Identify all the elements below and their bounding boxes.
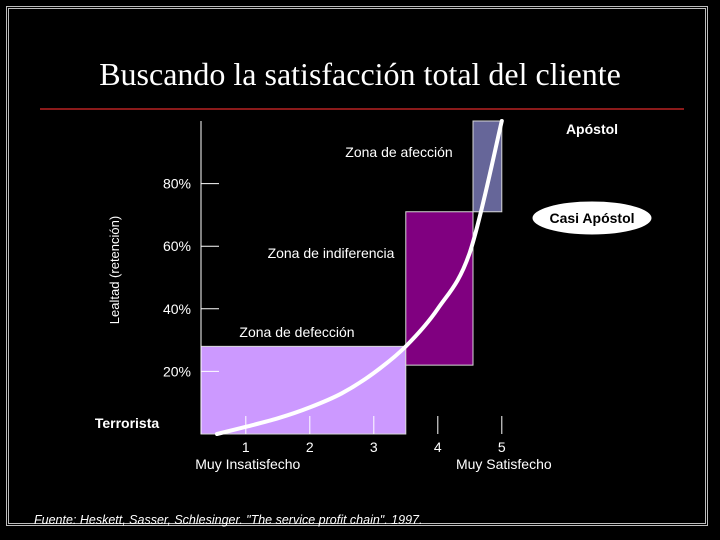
slide-frame [6, 6, 708, 526]
x-tick-label: 5 [498, 439, 506, 455]
y-tick-label: 20% [163, 363, 191, 379]
zone-defeccion [200, 345, 407, 435]
x-tick-sublabel: Muy Insatisfecho [195, 456, 300, 472]
casi-apostol-oval [531, 200, 653, 236]
y-tick-label: 40% [163, 301, 191, 317]
zone-indiferencia [405, 211, 474, 366]
label-casi-apostol: Casi Apóstol [549, 210, 634, 226]
label-apostol: Apóstol [566, 121, 618, 137]
x-tick-label: 4 [434, 439, 442, 455]
x-tick-sublabel: Muy Satisfecho [456, 456, 552, 472]
y-tick-label: 80% [163, 176, 191, 192]
source-note: Fuente: Heskett, Sasser, Schlesinger. "T… [34, 513, 423, 527]
label-terrorista: Terrorista [95, 415, 160, 431]
y-tick-label: 60% [163, 238, 191, 254]
x-tick-label: 1 [242, 439, 250, 455]
x-tick-label: 2 [306, 439, 314, 455]
title-rule [40, 108, 684, 110]
slide-title: Buscando la satisfacción total del clien… [99, 56, 621, 92]
satisfaction-loyalty-curve [215, 119, 504, 436]
label-zona-defeccion: Zona de defección [239, 324, 354, 340]
label-zona-afeccion: Zona de afección [345, 144, 452, 160]
y-axis-label: Lealtad (retención) [107, 216, 122, 324]
label-zona-indiferencia: Zona de indiferencia [268, 245, 395, 261]
x-tick-label: 3 [370, 439, 378, 455]
